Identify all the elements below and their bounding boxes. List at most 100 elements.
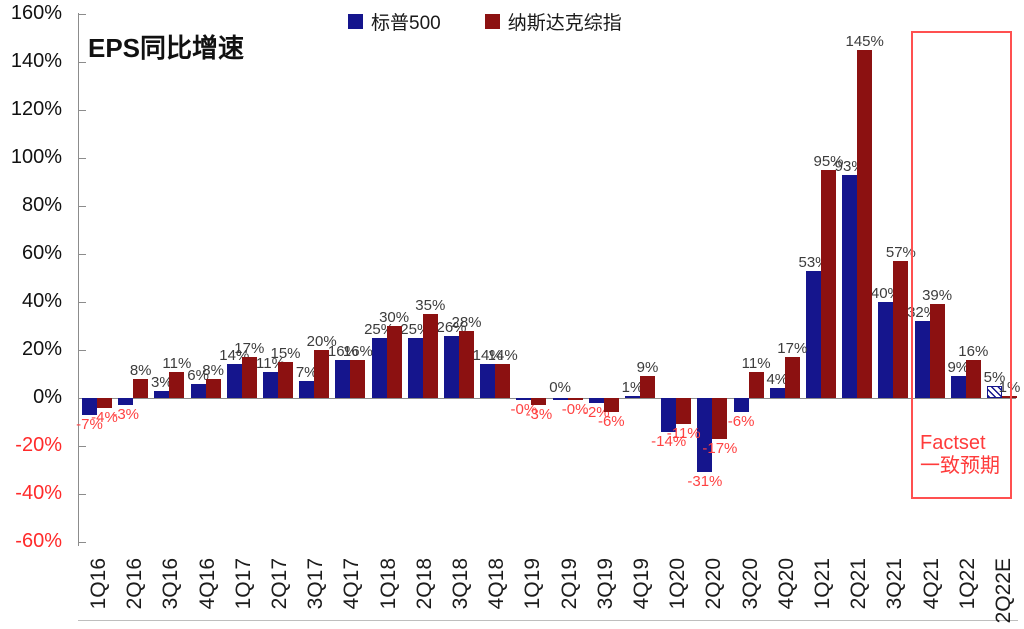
chart-title: EPS同比增速: [88, 33, 245, 63]
x-axis-label-1Q17: 1Q17: [231, 558, 255, 610]
x-axis-label-2Q19: 2Q19: [557, 558, 581, 610]
x-axis-label-4Q17: 4Q17: [340, 558, 364, 610]
bar-value-label: 16%: [327, 342, 358, 360]
bar-标普500-3Q17: [299, 381, 315, 398]
bar-value-label: 145%: [845, 33, 884, 50]
y-axis-tick-mark: [79, 62, 86, 63]
x-axis-label-2Q21: 2Q21: [847, 558, 871, 610]
bar-value-label: -3%: [525, 406, 553, 424]
bar-value-label: 17%: [777, 340, 808, 358]
bar-纳斯达克综指-3Q19: [603, 398, 619, 413]
bar-纳斯达克综指-1Q16: [97, 398, 112, 408]
x-axis-label-1Q19: 1Q19: [521, 558, 545, 610]
bar-标普500-1Q22: [950, 376, 966, 398]
y-axis-tick-label: -40%: [15, 482, 62, 504]
factset-forecast-annotation-box: Factset 一致预期: [911, 31, 1012, 499]
bar-纳斯达克综指-3Q17: [314, 350, 330, 398]
bar-value-label: -0%: [561, 400, 589, 418]
y-axis-tick-label: 100%: [10, 146, 62, 168]
bar-纳斯达克综指-4Q18: [495, 364, 511, 398]
bar-value-label: -2%: [582, 403, 610, 421]
x-axis-label-1Q22: 1Q22: [955, 558, 979, 610]
bar-value-label: 11%: [256, 354, 285, 372]
x-axis-label-2Q16: 2Q16: [123, 558, 147, 610]
y-axis-tick-label: 80%: [21, 194, 62, 216]
bar-value-label: 16%: [342, 342, 373, 360]
annotation-text-line1: Factset: [920, 432, 986, 454]
legend-item-sp500: 标普500: [348, 8, 441, 35]
bar-标普500-1Q17: [226, 364, 242, 398]
bar-纳斯达克综指-3Q16: [169, 371, 185, 398]
bar-纳斯达克综指-1Q21: [821, 170, 836, 398]
y-axis-tick-label: 140%: [10, 50, 62, 72]
x-axis-label-3Q16: 3Q16: [159, 558, 183, 610]
y-axis-tick-label: 0%: [33, 386, 62, 408]
bar-value-label: 14%: [487, 347, 518, 365]
bar-纳斯达克综指-3Q21: [893, 261, 909, 398]
x-axis-label-2Q18: 2Q18: [412, 558, 436, 610]
legend: 标普500 纳斯达克综指: [348, 8, 622, 35]
bar-标普500-3Q18: [444, 335, 459, 398]
bar-纳斯达克综指-2Q19: [567, 398, 583, 400]
y-axis-tick-label: 40%: [21, 290, 62, 312]
bar-value-label: 9%: [947, 359, 970, 377]
bar-标普500-4Q21: [914, 321, 930, 398]
annotation-text-line2: 一致预期: [920, 455, 1000, 477]
x-axis-label-1Q20: 1Q20: [666, 558, 690, 610]
bar-value-label: -11%: [666, 425, 701, 443]
bar-标普500-2Q16: [118, 398, 134, 406]
bar-纳斯达克综指-2Q17: [278, 362, 293, 398]
bar-value-label: 11%: [162, 354, 192, 372]
y-axis-tick-mark: [79, 14, 86, 15]
bar-纳斯达克综指-4Q16: [205, 378, 221, 398]
x-axis-label-4Q16: 4Q16: [195, 558, 219, 610]
bar-标普500-4Q20: [769, 388, 785, 398]
bar-value-label: 28%: [451, 313, 482, 331]
bar-标普500-4Q19: [625, 395, 640, 398]
bar-纳斯达克综指-3Q20: [748, 371, 764, 398]
bar-标普500-3Q20: [733, 398, 749, 413]
x-axis-label-3Q19: 3Q19: [593, 558, 617, 610]
bar-标普500-1Q21: [806, 270, 821, 398]
bar-标普500-2Q18: [407, 338, 423, 398]
x-axis-label-2Q22E: 2Q22E: [992, 558, 1015, 624]
x-axis-label-4Q20: 4Q20: [774, 558, 798, 610]
x-axis-label-3Q20: 3Q20: [738, 558, 762, 610]
y-axis-tick-mark: [79, 206, 86, 207]
x-axis-label-3Q21: 3Q21: [883, 558, 907, 610]
zero-baseline: [78, 398, 1016, 399]
x-axis-label-4Q21: 4Q21: [919, 558, 943, 610]
y-axis-tick-mark: [79, 158, 86, 159]
x-axis-label-4Q19: 4Q19: [630, 558, 653, 610]
bar-标普500-4Q16: [190, 383, 206, 398]
bar-value-label: 35%: [415, 297, 446, 314]
bar-纳斯达克综指-2Q16: [133, 378, 149, 398]
y-axis-tick-mark: [79, 350, 86, 351]
bar-标普500-3Q16: [154, 390, 170, 398]
bar-value-label: 30%: [379, 309, 410, 326]
bar-标普500-1Q19: [516, 398, 532, 400]
x-axis-label-3Q17: 3Q17: [304, 558, 328, 610]
bar-value-label: 5%: [983, 369, 1006, 386]
y-axis-tick-mark: [79, 254, 86, 255]
legend-item-nasdaq: 纳斯达克综指: [484, 8, 622, 35]
y-axis-tick-mark: [79, 110, 86, 111]
bar-标普500-2Q17: [263, 371, 278, 398]
bar-value-label: -4%: [91, 408, 118, 426]
bar-value-label: -14%: [651, 432, 687, 450]
bar-value-label: -17%: [702, 439, 738, 457]
bar-纳斯达克综指-2Q21: [857, 50, 873, 398]
y-axis-tick-mark: [79, 494, 86, 495]
bar-纳斯达克综指-1Q17: [241, 357, 257, 398]
bar-value-label: 16%: [958, 342, 989, 360]
bar-纳斯达克综指-1Q22: [965, 359, 981, 398]
y-axis-tick-mark: [79, 302, 86, 303]
nasdaq-legend-swatch-icon: [484, 14, 500, 29]
bar-纳斯达克综指-4Q21: [929, 304, 945, 398]
bar-value-label: 11%: [741, 354, 771, 372]
factset-forecast-annotation-text: Factset 一致预期: [920, 432, 1000, 478]
bar-value-label: 8%: [129, 361, 152, 379]
bar-value-label: 6%: [187, 366, 209, 384]
y-axis-tick-mark: [79, 446, 86, 447]
bar-纳斯达克综指-1Q19: [531, 398, 547, 406]
